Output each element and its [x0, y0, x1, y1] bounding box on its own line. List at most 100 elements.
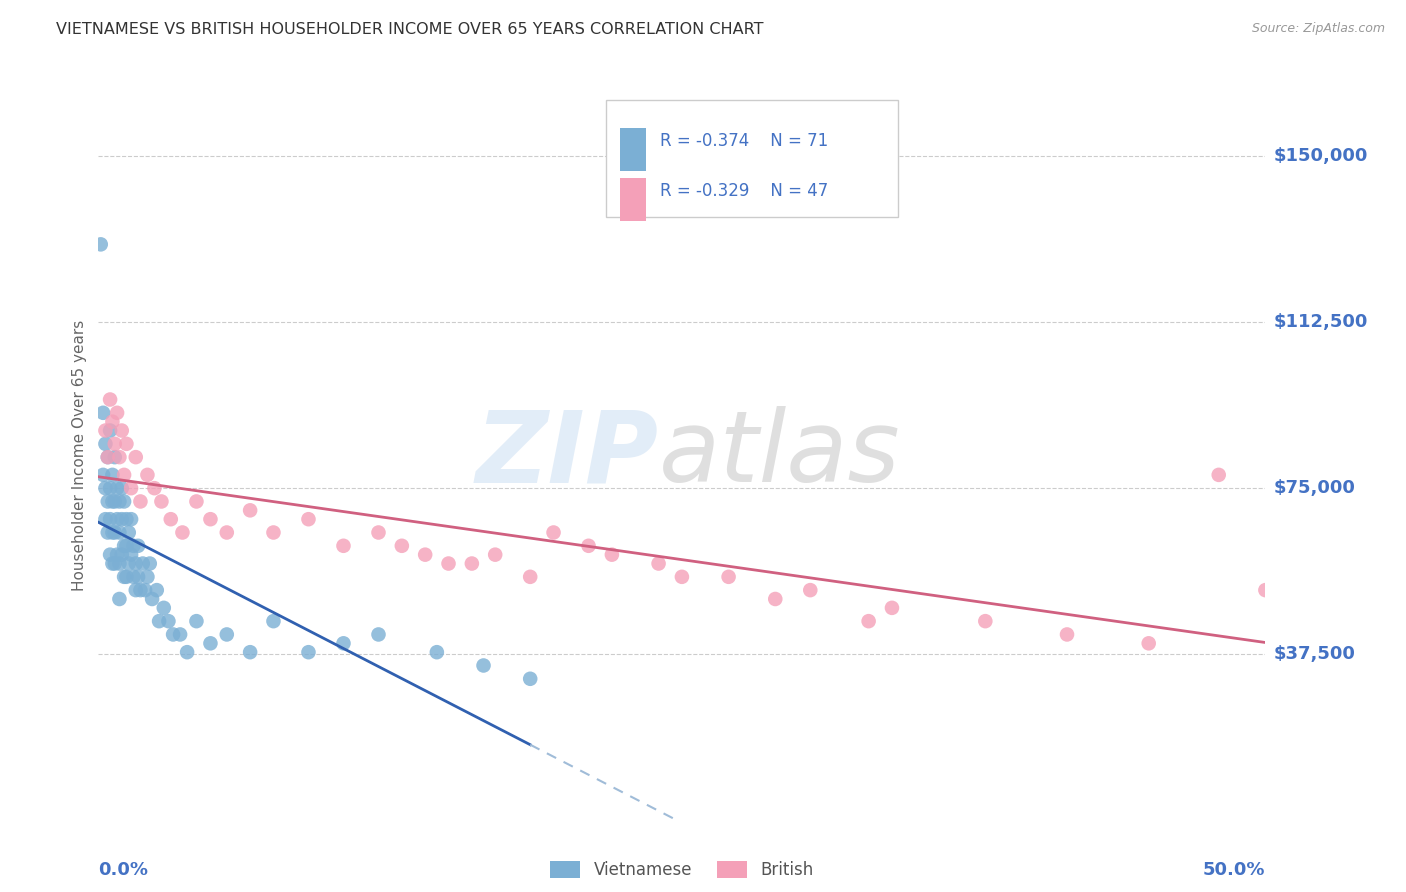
Point: [112, 570, 135, 584]
Point: [484, 548, 506, 562]
Point: [112, 467, 135, 482]
Point: [101, 467, 124, 482]
Point: [101, 494, 124, 508]
Text: R = -0.374    N = 71: R = -0.374 N = 71: [659, 132, 828, 150]
Point: [105, 548, 128, 562]
Point: [297, 512, 319, 526]
Point: [104, 525, 127, 540]
Point: [413, 548, 436, 562]
Point: [111, 548, 134, 562]
Point: [215, 627, 238, 641]
Text: 0.0%: 0.0%: [98, 861, 149, 879]
Legend: Vietnamese, British: Vietnamese, British: [544, 854, 820, 886]
Point: [141, 592, 163, 607]
Point: [104, 437, 127, 451]
Text: 50.0%: 50.0%: [1204, 861, 1265, 879]
Point: [98, 512, 121, 526]
Point: [127, 570, 149, 584]
Point: [200, 636, 222, 650]
Point: [108, 494, 131, 508]
Point: [858, 614, 880, 628]
Point: [125, 450, 148, 464]
Point: [136, 570, 159, 584]
Point: [111, 481, 134, 495]
Point: [519, 570, 541, 584]
Point: [120, 548, 142, 562]
Point: [146, 583, 169, 598]
Point: [91, 406, 114, 420]
Point: [148, 614, 170, 628]
Point: [1056, 627, 1078, 641]
Point: [297, 645, 319, 659]
Point: [98, 392, 121, 407]
Point: [118, 525, 141, 540]
Point: [880, 600, 903, 615]
Point: [200, 512, 222, 526]
Text: atlas: atlas: [658, 407, 900, 503]
Point: [332, 636, 354, 650]
Point: [125, 583, 148, 598]
Point: [437, 557, 460, 571]
Point: [647, 557, 669, 571]
Point: [262, 525, 284, 540]
Point: [239, 645, 262, 659]
Point: [600, 548, 623, 562]
Point: [97, 525, 120, 540]
Point: [162, 627, 184, 641]
Point: [118, 557, 141, 571]
Point: [91, 467, 114, 482]
Point: [115, 570, 138, 584]
Point: [1208, 467, 1230, 482]
Point: [94, 481, 117, 495]
Point: [186, 614, 208, 628]
Point: [101, 525, 124, 540]
Point: [98, 424, 121, 438]
Point: [186, 494, 208, 508]
Point: [94, 424, 117, 438]
Point: [90, 237, 112, 252]
Point: [763, 592, 786, 607]
Point: [1137, 636, 1160, 650]
Point: [105, 406, 128, 420]
Point: [169, 627, 191, 641]
Point: [97, 450, 120, 464]
Bar: [620, 128, 645, 170]
Point: [105, 512, 128, 526]
Point: [176, 645, 198, 659]
Point: [108, 450, 131, 464]
Point: [120, 481, 142, 495]
Point: [139, 557, 162, 571]
Text: $112,500: $112,500: [1274, 313, 1368, 331]
Point: [578, 539, 600, 553]
Point: [426, 645, 449, 659]
Point: [159, 512, 181, 526]
Point: [108, 592, 131, 607]
Point: [122, 539, 145, 553]
Point: [122, 570, 145, 584]
Point: [1254, 583, 1277, 598]
Point: [98, 548, 121, 562]
Point: [108, 557, 131, 571]
Point: [104, 450, 127, 464]
Point: [94, 512, 117, 526]
Text: ZIP: ZIP: [475, 407, 658, 503]
Point: [94, 437, 117, 451]
Point: [519, 672, 541, 686]
Point: [143, 481, 166, 495]
Point: [799, 583, 821, 598]
Point: [172, 525, 194, 540]
Point: [367, 525, 389, 540]
FancyBboxPatch shape: [606, 100, 898, 218]
Point: [127, 539, 149, 553]
Point: [134, 583, 156, 598]
Point: [215, 525, 238, 540]
Point: [150, 494, 173, 508]
Text: R = -0.329    N = 47: R = -0.329 N = 47: [659, 183, 828, 201]
Text: $75,000: $75,000: [1274, 479, 1355, 497]
Point: [974, 614, 997, 628]
Point: [108, 525, 131, 540]
Point: [152, 600, 174, 615]
Point: [332, 539, 354, 553]
Point: [125, 557, 148, 571]
Point: [239, 503, 262, 517]
